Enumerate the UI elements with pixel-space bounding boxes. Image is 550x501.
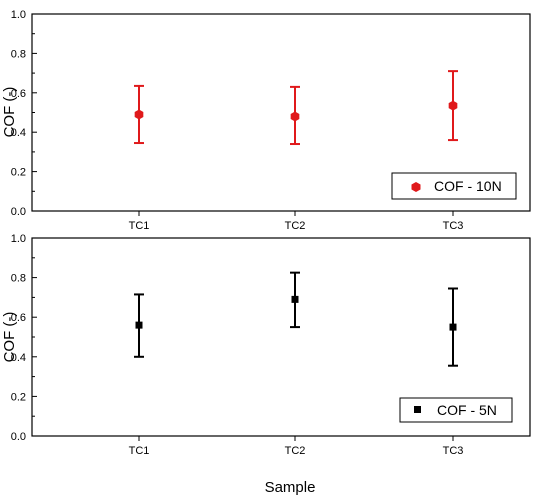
x-tick-label: TC3	[443, 220, 464, 232]
y-tick-label: 0.4	[11, 127, 26, 139]
legend-label-top: COF - 10N	[434, 178, 502, 194]
y-ticks-bottom: 0.0 0.2 0.4 0.6 0.8 1.0	[11, 233, 37, 443]
data-point	[449, 323, 457, 331]
legend-top: COF - 10N	[391, 172, 517, 200]
y-tick-label: 0.4	[11, 352, 26, 364]
data-marks-bottom	[134, 271, 458, 367]
x-axis-label: Sample	[265, 479, 316, 496]
y-ticks-top: 0.0 0.2 0.4 0.6 0.8 1.0	[11, 9, 37, 218]
legend-marker-bottom	[414, 406, 421, 413]
x-tick-label: TC1	[129, 445, 150, 457]
legend-label-bottom: COF - 5N	[437, 402, 497, 418]
y-tick-label: 0.8	[11, 48, 26, 60]
data-point	[448, 100, 458, 111]
x-tick-label: TC3	[443, 445, 464, 457]
data-point	[290, 111, 300, 122]
x-tick-label: TC2	[285, 445, 306, 457]
y-tick-label: 0.6	[11, 312, 26, 324]
x-ticks-top: TC1 TC2 TC3	[129, 211, 464, 232]
x-ticks-bottom: TC1 TC2 TC3	[129, 436, 464, 457]
y-tick-label: 0.2	[11, 167, 26, 179]
y-axis-label-top: COF (-)	[1, 87, 18, 138]
y-tick-label: 0.8	[11, 273, 26, 285]
data-marks-top	[134, 70, 458, 146]
panel-bottom: 0.0 0.2 0.4 0.6 0.8 1.0 TC1 TC2 TC3 COF (-) Sam…	[1, 233, 531, 496]
legend-marker-top	[411, 182, 421, 192]
data-point	[291, 295, 299, 303]
data-point	[135, 321, 143, 329]
legend-bottom: COF - 5N	[399, 397, 513, 423]
y-tick-label: 1.0	[11, 233, 26, 245]
y-tick-label: 0.2	[11, 391, 26, 403]
y-tick-label: 0.6	[11, 88, 26, 100]
data-point	[134, 109, 144, 120]
y-tick-label: 0.0	[11, 206, 26, 218]
y-axis-label-bottom: COF (-)	[1, 312, 18, 363]
x-tick-label: TC1	[129, 220, 150, 232]
panel-top: 0.0 0.2 0.4 0.6 0.8 1.0 TC1 TC2 TC3 COF (-) COF…	[1, 9, 531, 232]
x-tick-label: TC2	[285, 220, 306, 232]
y-tick-label: 0.0	[11, 431, 26, 443]
y-tick-label: 1.0	[11, 9, 26, 21]
